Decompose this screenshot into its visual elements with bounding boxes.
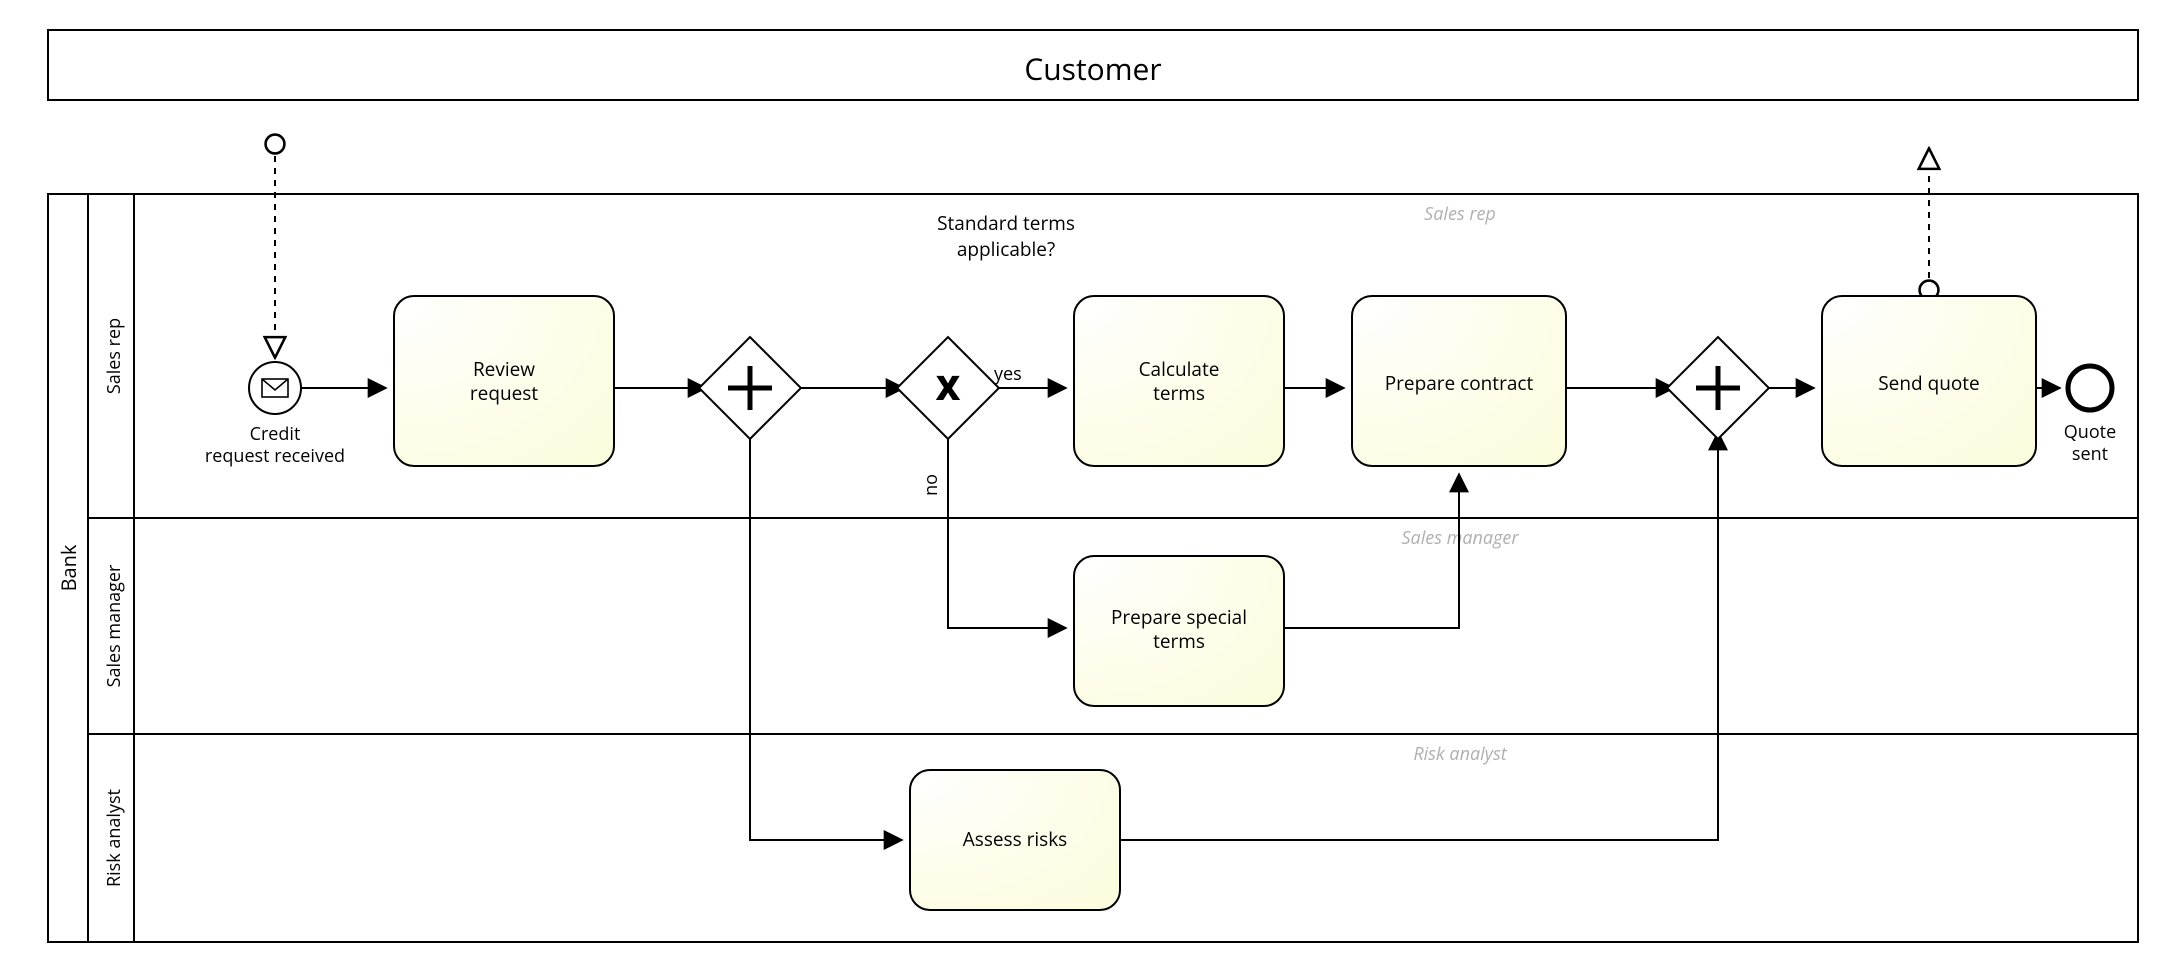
flow-xor-no-to-special xyxy=(948,424,1066,628)
gateway-xor-label-l1: Standard terms xyxy=(937,210,1075,236)
svg-text:request: request xyxy=(470,380,538,406)
end-event: Quote sent xyxy=(2064,366,2116,466)
task-prepare-special-terms: Prepare special terms xyxy=(1074,556,1284,706)
end-event-label-l2: sent xyxy=(2072,442,2108,466)
xor-marker-icon: X xyxy=(936,364,961,410)
svg-text:Prepare special: Prepare special xyxy=(1111,604,1247,630)
pool-bank-label: Bank xyxy=(55,544,82,591)
flow-special-to-prepare xyxy=(1284,474,1459,628)
condition-no: no xyxy=(919,474,943,496)
svg-text:Prepare contract: Prepare contract xyxy=(1385,370,1534,396)
start-event-label-l2: request received xyxy=(205,444,345,468)
start-event-label-l1: Credit xyxy=(250,422,301,446)
lane-hint-risk-analyst: Risk analyst xyxy=(1413,742,1507,766)
gateway-xor: X Standard terms applicable? xyxy=(897,210,1075,439)
bpmn-diagram: Customer Bank Sales rep Sales manager Ri… xyxy=(0,0,2176,966)
svg-text:Calculate: Calculate xyxy=(1139,356,1220,382)
message-icon xyxy=(262,379,288,397)
task-calculate-terms: Calculate terms xyxy=(1074,296,1284,466)
task-assess-risks: Assess risks xyxy=(910,770,1120,910)
condition-yes: yes xyxy=(994,362,1022,386)
svg-text:terms: terms xyxy=(1153,628,1205,654)
end-event-label-l1: Quote xyxy=(2064,420,2116,444)
lane-hint-sales-rep: Sales rep xyxy=(1424,202,1496,226)
svg-text:Review: Review xyxy=(473,356,535,382)
svg-text:terms: terms xyxy=(1153,380,1205,406)
lane-hint-sales-manager: Sales manager xyxy=(1401,526,1519,550)
task-send-quote: Send quote xyxy=(1822,296,2036,466)
task-prepare-contract: Prepare contract xyxy=(1352,296,1566,466)
task-review-request: Review request xyxy=(394,296,614,466)
lane-label-sales-rep: Sales rep xyxy=(102,318,126,394)
lane-label-sales-manager: Sales manager xyxy=(102,564,126,687)
gateway-xor-label-l2: applicable? xyxy=(957,236,1055,262)
gateway-parallel-join xyxy=(1667,337,1769,439)
svg-text:Assess risks: Assess risks xyxy=(963,826,1068,852)
svg-text:Send quote: Send quote xyxy=(1878,370,1979,396)
pool-customer-label: Customer xyxy=(1024,48,1161,89)
lane-label-risk-analyst: Risk analyst xyxy=(102,789,126,887)
flow-psplit-to-assess xyxy=(750,424,902,840)
pool-customer: Customer xyxy=(48,30,2138,100)
start-event: Credit request received xyxy=(205,362,345,468)
gateway-parallel-split xyxy=(699,337,801,439)
